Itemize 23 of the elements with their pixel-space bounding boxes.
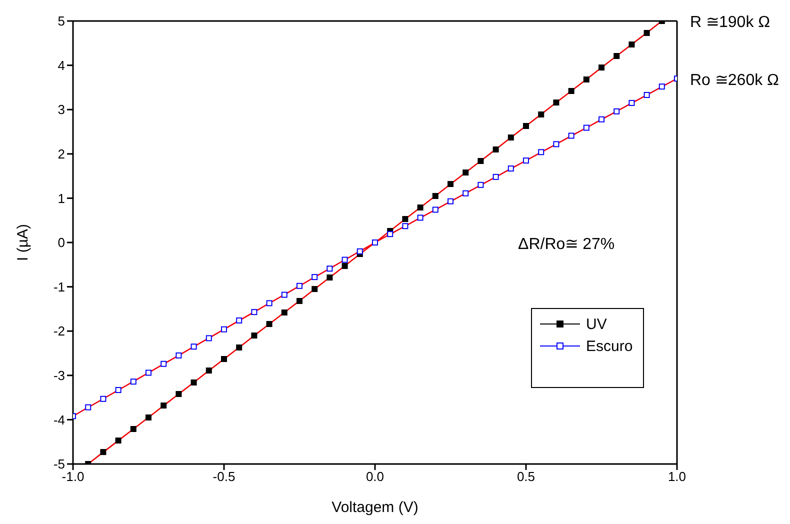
annotation: ΔR/Ro≅ 27%: [518, 235, 615, 254]
y-tick-label: -3: [53, 368, 65, 384]
text: Ro ≅260k Ω: [690, 71, 779, 90]
y-axis-title: I (µA): [14, 224, 32, 261]
x-tick-label: 1.0: [668, 469, 686, 484]
y-tick-label: 1: [58, 190, 65, 206]
x-axis-title: Voltagem (V): [332, 499, 418, 516]
y-tick-label: -2: [53, 324, 65, 339]
y-tick-label: -1: [53, 279, 65, 294]
y-tick-label: 2: [58, 146, 65, 162]
legend-label: Escuro: [586, 338, 633, 354]
x-tick-label: 0.5: [516, 469, 536, 484]
y-tick-label: 5: [58, 14, 65, 29]
y-tick-label: 3: [58, 102, 65, 118]
text: R ≅190k Ω: [690, 13, 770, 32]
y-tick-label: 0: [58, 235, 65, 250]
x-tick-label: -1.0: [62, 469, 84, 484]
y-tick-label: -4: [53, 412, 65, 428]
y-tick-label: 4: [58, 58, 65, 73]
x-tick-label: -0.5: [212, 469, 236, 484]
y-tick-label: -5: [53, 456, 65, 472]
legend-label: UV: [586, 316, 607, 332]
x-tick-label: 0.0: [366, 469, 384, 484]
